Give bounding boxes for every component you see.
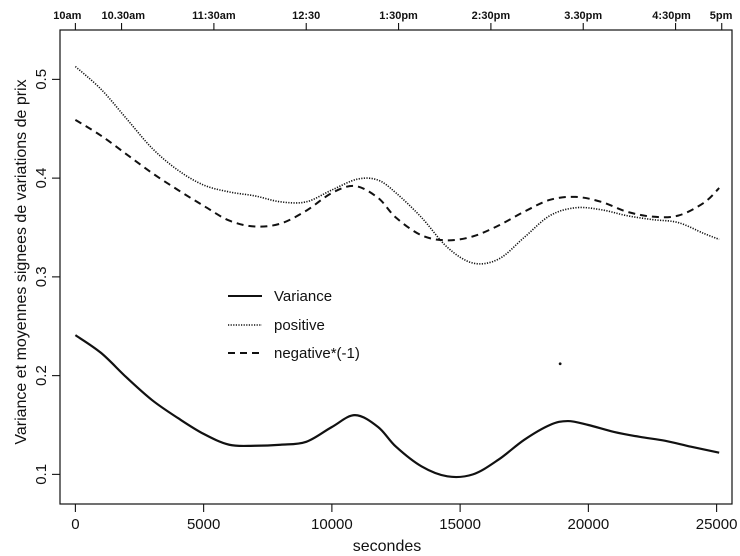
y-tick-label-1: 0.2 <box>33 365 50 386</box>
series-layer <box>74 65 720 479</box>
plot-frame <box>59 29 733 505</box>
series-line-dotted <box>74 65 720 265</box>
top-tick-label-5: 2:30pm <box>472 10 511 22</box>
top-tick-label-1: 10.30am <box>102 10 146 22</box>
x-axis: 0 5000 10000 15000 20000 25000 <box>71 504 737 533</box>
y-tick-label-2: 0.3 <box>33 266 50 287</box>
top-tick-label-7: 4:30pm <box>652 10 691 22</box>
legend-label-variance: Variance <box>274 288 332 305</box>
x-tick-label-4: 20000 <box>568 516 610 533</box>
legend-label-negative: negative*(-1) <box>274 345 360 362</box>
x-tick-label-5: 25000 <box>696 516 738 533</box>
y-axis: 0.1 0.2 0.3 0.4 0.5 <box>33 69 60 485</box>
top-tick-label-0: 10am <box>53 10 81 22</box>
x-tick-label-0: 0 <box>71 516 79 533</box>
x-axis-title: secondes <box>353 538 422 555</box>
y-tick-label-4: 0.5 <box>33 69 50 90</box>
legend-label-positive: positive <box>274 317 325 334</box>
series-line-solid <box>74 334 720 479</box>
x-tick-label-2: 10000 <box>311 516 353 533</box>
y-tick-label-3: 0.4 <box>33 168 50 189</box>
x-tick-label-3: 15000 <box>439 516 481 533</box>
top-tick-label-8: 5pm <box>710 10 733 22</box>
top-tick-label-6: 3.30pm <box>564 10 602 22</box>
top-tick-label-2: 11:30am <box>192 10 236 22</box>
legend: Variance positive negative*(-1) <box>228 288 360 362</box>
top-time-axis: 10am 10.30am 11:30am 12:30 1:30pm 2:30pm 3.30p… <box>53 10 733 30</box>
y-axis-title: Variance et moyennes signees de variatio… <box>13 79 30 444</box>
series-line-dashed <box>74 119 720 242</box>
y-tick-label-0: 0.1 <box>33 464 50 485</box>
top-tick-label-4: 1:30pm <box>379 10 418 22</box>
top-tick-label-3: 12:30 <box>292 10 320 22</box>
stray-mark <box>558 362 562 366</box>
x-tick-label-1: 5000 <box>187 516 220 533</box>
